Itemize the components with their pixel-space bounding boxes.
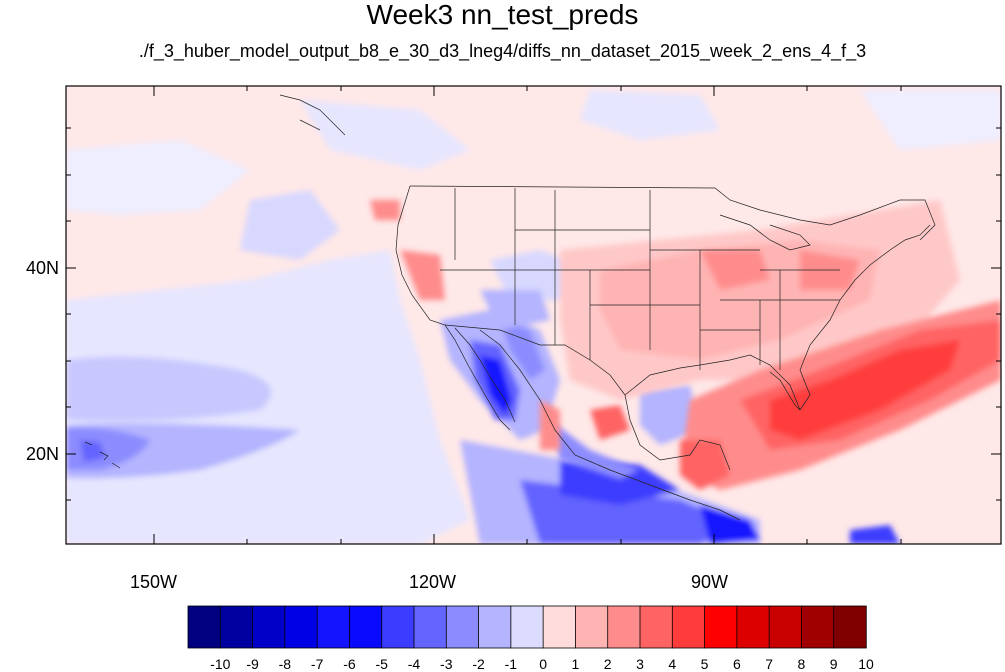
- colorbar-swatch: [671, 605, 706, 649]
- colorbar-swatch: [284, 605, 318, 649]
- colorbar-swatch: [478, 605, 512, 649]
- colorbar-swatch: [445, 605, 480, 649]
- colorbar-tick-label: 3: [636, 656, 644, 672]
- y-tick-label-40n: 40N: [26, 258, 60, 278]
- colorbar-swatch: [801, 605, 835, 649]
- y-tick-label-20n: 20N: [26, 444, 60, 464]
- x-tick-label-90w: 90W: [691, 572, 729, 592]
- colorbar-swatch: [607, 605, 641, 649]
- colorbar-tick-label: 0: [539, 656, 548, 672]
- colorbar-swatch: [833, 605, 867, 649]
- colorbar-swatch: [381, 605, 415, 649]
- colorbar-tick-label: -1: [504, 656, 518, 672]
- colorbar-tick-label: -5: [375, 656, 388, 672]
- colorbar-swatch: [639, 605, 673, 649]
- colorbar-swatch: [349, 605, 383, 649]
- y-axis-ticks: [66, 127, 1001, 501]
- colorbar: [187, 605, 867, 649]
- colorbar-swatch: [219, 605, 254, 649]
- colorbar-swatch: [252, 605, 286, 649]
- colorbar-tick-label: -9: [246, 656, 259, 672]
- colorbar-tick-label: -4: [407, 656, 421, 672]
- plot-frame: [65, 85, 1002, 545]
- colorbar-tick-label: -3: [440, 656, 453, 672]
- colorbar-swatch: [187, 605, 221, 649]
- colorbar-swatch: [768, 605, 803, 649]
- colorbar-tick-label: 10: [858, 656, 874, 672]
- colorbar-tick-label: -10: [210, 656, 231, 672]
- x-axis-ticks: [153, 86, 902, 544]
- anomaly-field: [66, 86, 1001, 544]
- colorbar-tick-label: 2: [603, 656, 612, 672]
- colorbar-swatch: [575, 605, 609, 649]
- colorbar-tick-label: 6: [732, 656, 741, 672]
- map-title: Week3 nn_test_preds: [366, 0, 639, 30]
- x-tick-label-120w: 120W: [409, 572, 457, 592]
- colorbar-swatch: [316, 605, 351, 649]
- colorbar-swatch: [704, 605, 738, 649]
- colorbar-tick-label: 8: [797, 656, 806, 672]
- colorbar-tick-label: -8: [278, 656, 292, 672]
- colorbar-swatch: [542, 605, 577, 649]
- colorbar-tick-label: -6: [343, 656, 356, 672]
- colorbar-tick-label: 5: [700, 656, 709, 672]
- colorbar-tick-label: 4: [668, 656, 677, 672]
- x-tick-label-150w: 150W: [130, 572, 178, 592]
- colorbar-tick-label: 1: [571, 656, 580, 672]
- colorbar-tick-label: 7: [765, 656, 774, 672]
- colorbar-tick-label: 9: [829, 656, 838, 672]
- colorbar-tick-label: -7: [310, 656, 324, 672]
- colorbar-swatch: [510, 605, 544, 649]
- colorbar-tick-label: -2: [472, 656, 485, 672]
- colorbar-swatch: [736, 605, 770, 649]
- coastlines: [84, 94, 936, 521]
- colorbar-swatch: [413, 605, 447, 649]
- map-subtitle: ./f_3_huber_model_output_b8_e_30_d3_lneg…: [138, 41, 867, 61]
